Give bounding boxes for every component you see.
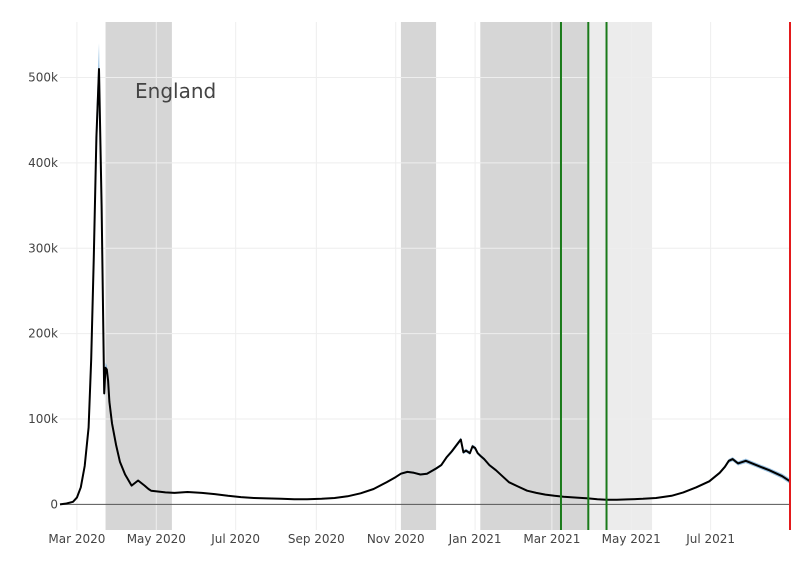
y-tick-label: 100k (28, 412, 58, 426)
x-tick-label: Mar 2020 (48, 532, 105, 546)
grid-layer (60, 22, 790, 530)
x-tick-label: Jan 2021 (448, 532, 502, 546)
region-annotation: England (135, 79, 216, 103)
x-tick-label: May 2021 (602, 532, 661, 546)
x-tick-label: Jul 2020 (210, 532, 260, 546)
y-tick-label: 0 (50, 497, 58, 511)
x-tick-label: Jul 2021 (685, 532, 735, 546)
x-tick-label: Mar 2021 (523, 532, 580, 546)
x-tick-label: Sep 2020 (288, 532, 345, 546)
series-line (59, 68, 791, 506)
y-tick-label: 300k (28, 241, 58, 255)
x-tick-label: May 2020 (127, 532, 186, 546)
shaded-period (480, 22, 589, 530)
line-layer (59, 68, 791, 506)
shaded-period (400, 22, 437, 530)
y-tick-label: 500k (28, 70, 58, 84)
y-tick-label: 400k (28, 156, 58, 170)
x-tick-label: Nov 2020 (367, 532, 425, 546)
vertical-lines-layer (559, 22, 791, 530)
y-tick-labels: 0 100k 200k 300k 400k 500k (28, 70, 58, 511)
shaded-period (588, 22, 653, 530)
shaded-periods-layer (105, 22, 653, 530)
y-tick-label: 200k (28, 327, 58, 341)
x-tick-labels: Mar 2020 May 2020 Jul 2020 Sep 2020 Nov 2020… (48, 532, 735, 546)
